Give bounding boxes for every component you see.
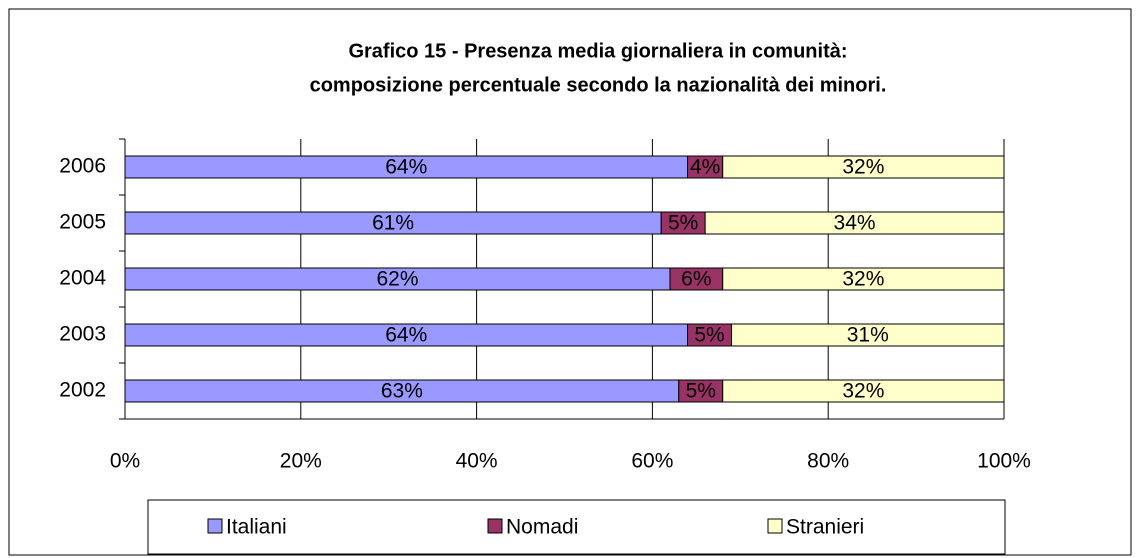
bar-segment	[722, 267, 1005, 291]
legend-label: Italiani	[226, 516, 287, 539]
data-label: 61%	[372, 212, 414, 235]
data-label: 64%	[385, 324, 427, 347]
data-label: 4%	[690, 156, 720, 179]
legend-label: Stranieri	[786, 516, 864, 539]
data-label: 5%	[686, 380, 716, 403]
legend-label: Nomadi	[506, 516, 578, 539]
y-tick-label: 2002	[59, 379, 106, 402]
x-tick-label: 100%	[977, 450, 1031, 473]
chart-title: composizione percentuale secondo la nazi…	[310, 74, 887, 96]
data-label: 32%	[842, 380, 884, 403]
bar-segment	[722, 379, 1005, 403]
legend-swatch	[767, 518, 783, 534]
data-label: 6%	[681, 268, 711, 291]
x-tick-label: 40%	[456, 450, 498, 473]
bar-segment	[731, 323, 1005, 347]
y-tick-label: 2005	[59, 211, 106, 234]
data-label: 32%	[842, 156, 884, 179]
x-tick-label: 80%	[807, 450, 849, 473]
data-label: 31%	[847, 324, 889, 347]
data-label: 5%	[694, 324, 724, 347]
bar-segment	[704, 211, 1005, 235]
legend-swatch	[487, 518, 503, 534]
data-label: 32%	[842, 268, 884, 291]
data-label: 63%	[381, 380, 423, 403]
chart-title: Grafico 15 - Presenza media giornaliera …	[348, 40, 847, 62]
y-tick-label: 2006	[59, 155, 106, 178]
data-label: 64%	[385, 156, 427, 179]
x-tick-label: 60%	[631, 450, 673, 473]
legend-swatch	[207, 518, 223, 534]
y-tick-label: 2003	[59, 323, 106, 346]
data-label: 5%	[668, 212, 698, 235]
data-label: 34%	[834, 212, 876, 235]
legend-box	[147, 499, 1006, 555]
data-label: 62%	[376, 268, 418, 291]
x-tick-label: 0%	[110, 450, 140, 473]
bar-segment	[722, 155, 1005, 179]
x-tick-label: 20%	[280, 450, 322, 473]
y-tick-label: 2004	[59, 267, 106, 290]
